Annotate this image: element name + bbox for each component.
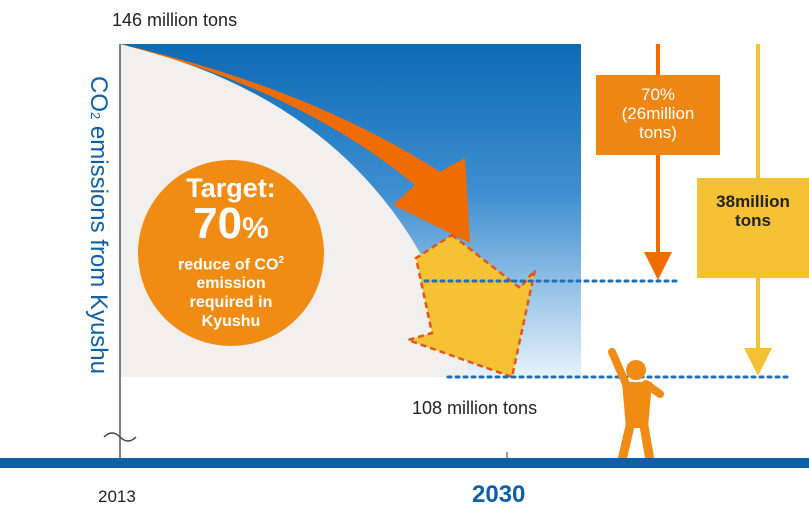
- x-axis-bar: [0, 458, 809, 468]
- total-box-line-2: tons: [735, 211, 771, 230]
- year-start-label: 2013: [98, 487, 136, 506]
- year-end-label: 2030: [472, 481, 526, 508]
- y-axis-title: CO2 emissions from Kyushu: [84, 76, 112, 374]
- target-text-line-2: emission: [196, 275, 266, 293]
- target-text-line-4: Kyushu: [201, 313, 261, 331]
- target-text-line-3: required in: [189, 294, 273, 312]
- yellow-down-arrowhead: [744, 348, 772, 376]
- reduction-box-line-3: tons): [639, 123, 677, 142]
- reduction-box: 70% (26million tons): [596, 75, 720, 155]
- target-text-co: reduce of CO: [177, 256, 279, 274]
- y-axis-title-main: CO: [85, 76, 112, 112]
- bottom-value-label: 108 million tons: [412, 398, 538, 418]
- target-percent-number: 70: [193, 199, 243, 248]
- target-text-co-sub: 2: [278, 255, 285, 266]
- top-value-label: 146 million tons: [112, 10, 238, 30]
- reduction-box-line-1: 70%: [640, 85, 676, 104]
- total-box: 38million tons: [697, 178, 809, 278]
- target-text-line-1: reduce of CO2: [138, 251, 324, 274]
- person-icon: [608, 348, 664, 465]
- target-badge: Target: 70% reduce of CO2 emission requi…: [138, 160, 324, 346]
- target-percent-sign: %: [242, 212, 269, 245]
- reduction-box-line-2: (26million: [621, 104, 695, 123]
- y-axis-title-rest: emissions from Kyushu: [85, 119, 112, 374]
- target-title: Target:: [186, 173, 276, 203]
- orange-down-arrowhead: [644, 252, 672, 280]
- reduction-arrow: [120, 44, 470, 243]
- total-box-line-1: 38million: [716, 192, 790, 211]
- target-percent: 70%: [138, 202, 324, 251]
- axis-break-icon: [103, 432, 137, 442]
- target-arrow: [403, 233, 537, 379]
